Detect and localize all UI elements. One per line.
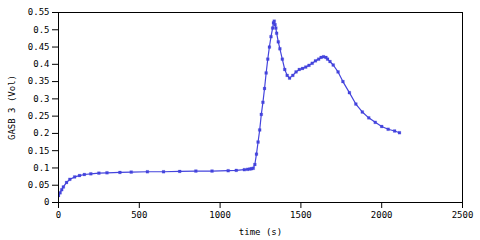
svg-text:GASB 3 (Vol): GASB 3 (Vol) [7, 75, 17, 140]
svg-text:0.1: 0.1 [33, 163, 49, 173]
svg-text:0.25: 0.25 [28, 111, 50, 121]
svg-text:1000: 1000 [209, 210, 231, 220]
svg-text:2000: 2000 [371, 210, 393, 220]
svg-text:0.05: 0.05 [28, 180, 50, 190]
svg-text:0.45: 0.45 [28, 42, 50, 52]
svg-text:0.2: 0.2 [33, 128, 49, 138]
svg-text:0.15: 0.15 [28, 146, 50, 156]
svg-text:0: 0 [56, 210, 61, 220]
svg-text:1500: 1500 [290, 210, 312, 220]
svg-text:time (s): time (s) [239, 227, 282, 237]
svg-text:0.3: 0.3 [33, 94, 49, 104]
svg-text:500: 500 [131, 210, 147, 220]
svg-text:0.35: 0.35 [28, 76, 50, 86]
svg-text:0.5: 0.5 [33, 25, 49, 35]
svg-text:0: 0 [44, 197, 49, 207]
svg-text:0.4: 0.4 [33, 59, 49, 69]
svg-text:2500: 2500 [452, 210, 474, 220]
svg-text:0.55: 0.55 [28, 7, 50, 17]
